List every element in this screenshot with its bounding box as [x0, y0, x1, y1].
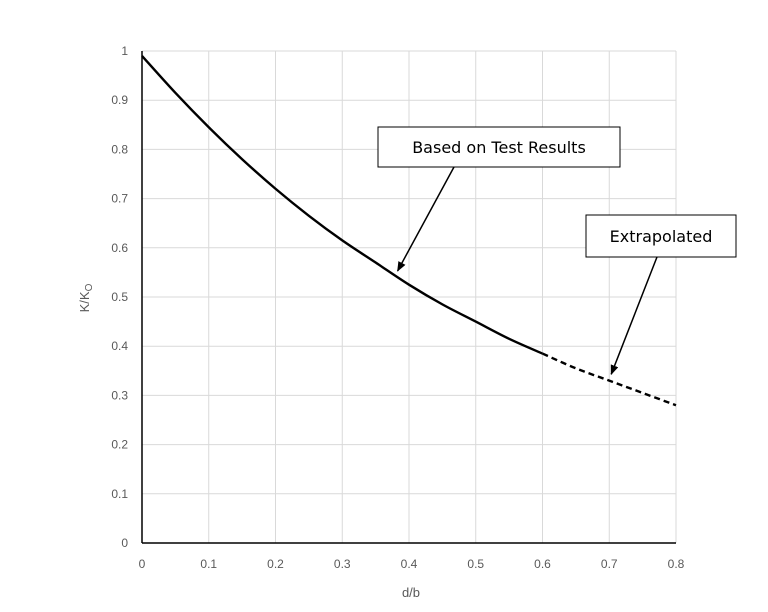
callout-box	[585, 214, 737, 258]
y-axis-label: K/KO	[77, 283, 95, 312]
y-axis-label-subscript: O	[84, 283, 95, 291]
y-axis-label-main: K/K	[77, 291, 92, 312]
annotations: Based on Test Results Extrapolated	[377, 126, 737, 376]
x-tick-label: 0.8	[668, 557, 685, 571]
series-line-extrapolated	[542, 352, 677, 407]
x-tick-label: 0.1	[200, 557, 217, 571]
y-tick-label: 0.8	[111, 142, 128, 156]
x-tick-label: 0.5	[467, 557, 484, 571]
x-tick-label: 0.4	[401, 557, 418, 571]
callout-label: Based on Test Results	[412, 138, 586, 157]
callout-arrow	[610, 256, 658, 376]
x-tick-label: 0.2	[267, 557, 284, 571]
x-tick-label: 0.6	[534, 557, 551, 571]
callout-test-results: Based on Test Results	[377, 126, 621, 272]
y-tick-label: 0.9	[111, 93, 128, 107]
y-tick-label: 0.5	[111, 290, 128, 304]
x-tick-label: 0.7	[601, 557, 618, 571]
y-tick-label: 0.2	[111, 438, 128, 452]
y-tick-label: 0.6	[111, 241, 128, 255]
x-tick-label: 0	[139, 557, 146, 571]
tick-labels: 0 0.1 0.2 0.3 0.4 0.5 0.6 0.7 0.8 0 0.1 0.2 0.3 0.4 0.…	[111, 44, 684, 571]
callout-arrow	[396, 166, 455, 272]
callout-box	[377, 126, 621, 168]
y-tick-label: 0.1	[111, 487, 128, 501]
series	[141, 55, 677, 407]
y-tick-label: 0	[121, 536, 128, 550]
callout-extrapolated: Extrapolated	[585, 214, 737, 376]
y-tick-label: 0.4	[111, 339, 128, 353]
y-tick-label: 0.7	[111, 192, 128, 206]
axes	[141, 51, 676, 544]
y-tick-label: 0.3	[111, 388, 128, 402]
series-line-test-results	[141, 55, 543, 355]
x-axis-label: d/b	[402, 585, 420, 600]
callout-label: Extrapolated	[610, 227, 713, 246]
gridlines	[142, 50, 677, 543]
y-tick-label: 1	[121, 44, 128, 58]
x-tick-label: 0.3	[334, 557, 351, 571]
